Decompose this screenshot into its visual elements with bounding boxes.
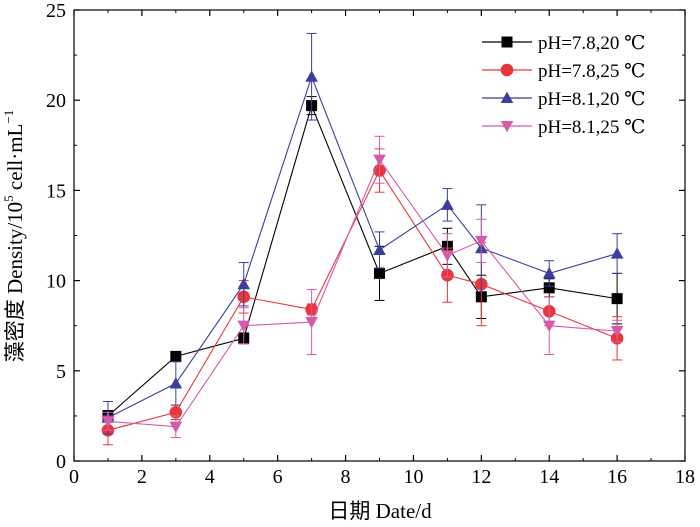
data-point — [542, 267, 556, 279]
x-tick-label: 8 — [341, 466, 351, 488]
data-point — [610, 247, 624, 259]
data-point — [101, 416, 115, 428]
series-4 — [101, 135, 624, 439]
legend-label: pH=8.1,20 ℃ — [538, 89, 645, 110]
x-axis-title: 日期 Date/d — [328, 499, 432, 523]
y-tick-label: 20 — [46, 90, 66, 112]
x-tick-label: 16 — [607, 466, 627, 488]
y-axis-title-sup: 5 — [1, 195, 16, 202]
data-point — [475, 235, 488, 248]
y-axis-title-main: 藻密度 Density/10 — [3, 202, 27, 362]
x-tick-label: 10 — [403, 466, 423, 488]
legend-marker — [500, 91, 514, 104]
x-tick-label: 2 — [137, 466, 147, 488]
legend-label: pH=8.1,25 ℃ — [538, 117, 645, 138]
y-tick-label: 10 — [46, 271, 66, 293]
legend-marker — [501, 36, 513, 48]
y-axis-title: 藻密度 Density/105 cell·mL−1 — [1, 110, 27, 362]
data-point — [441, 250, 454, 262]
data-point — [305, 317, 318, 329]
data-point — [169, 377, 183, 389]
y-tick-label: 15 — [46, 180, 66, 202]
axis-ticks: 0 2 4 6 8 10 12 14 16 18 0 5 10 15 20 25 — [46, 0, 695, 488]
legend-item: pH=8.1,25 ℃ — [482, 117, 645, 138]
x-tick-label: 12 — [471, 466, 491, 488]
y-axis-title-unit: cell·mL — [3, 124, 27, 196]
x-tick-label: 4 — [205, 466, 215, 488]
x-tick-label: 6 — [273, 466, 283, 488]
data-point — [611, 293, 623, 305]
y-tick-label: 5 — [56, 361, 66, 383]
legend-marker — [500, 63, 514, 77]
data-point — [543, 282, 555, 294]
legend-label: pH=7.8,25 ℃ — [538, 61, 645, 82]
legend-item: pH=7.8,25 ℃ — [482, 61, 645, 82]
x-tick-label: 14 — [539, 466, 559, 488]
data-point — [610, 326, 624, 338]
data-point — [374, 267, 385, 279]
legend: pH=7.8,20 ℃ pH=7.8,25 ℃ pH=8.1,20 ℃ pH=8.1,… — [482, 33, 645, 138]
data-point — [169, 421, 183, 434]
data-point — [542, 320, 556, 333]
data-point — [237, 277, 251, 290]
data-point — [170, 350, 182, 362]
y-tick-label: 0 — [56, 451, 66, 473]
y-axis-title-unit-sup: −1 — [1, 110, 16, 124]
legend-marker — [500, 120, 514, 133]
data-point — [373, 154, 386, 167]
legend-item: pH=7.8,20 ℃ — [482, 33, 645, 54]
data-point — [373, 243, 386, 255]
data-point — [237, 320, 251, 333]
legend-item: pH=8.1,20 ℃ — [482, 89, 645, 110]
x-tick-label: 18 — [675, 466, 695, 488]
data-point — [441, 198, 454, 210]
legend-label: pH=7.8,20 ℃ — [538, 33, 645, 54]
x-tick-label: 0 — [69, 466, 79, 488]
series-layer — [101, 32, 624, 446]
data-point — [305, 70, 318, 82]
y-tick-label: 25 — [46, 0, 66, 22]
